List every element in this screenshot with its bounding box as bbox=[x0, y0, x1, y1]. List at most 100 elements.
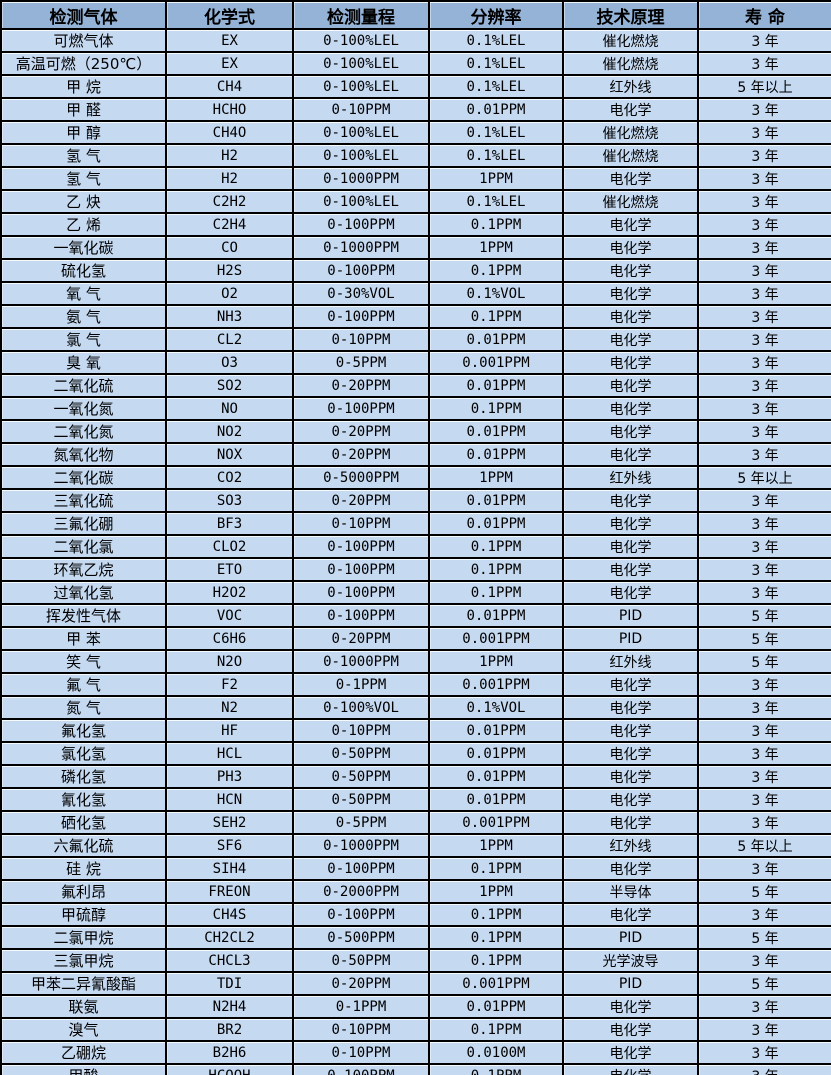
cell-lifespan: 3 年 bbox=[697, 166, 831, 191]
cell-range: 0-100%LEL bbox=[292, 51, 430, 76]
cell-gas-name: 硅 烷 bbox=[0, 856, 167, 881]
cell-gas-name: 六氟化硫 bbox=[0, 833, 167, 858]
cell-lifespan: 3 年 bbox=[697, 212, 831, 237]
cell-lifespan: 3 年 bbox=[697, 373, 831, 398]
cell-gas-name: 笑 气 bbox=[0, 649, 167, 674]
cell-principle: 电化学 bbox=[562, 856, 699, 881]
cell-formula: NO2 bbox=[165, 419, 294, 444]
cell-range: 0-1000PPM bbox=[292, 649, 430, 674]
cell-formula: SO2 bbox=[165, 373, 294, 398]
cell-formula: NH3 bbox=[165, 304, 294, 329]
table-header: 检测气体 化学式 检测量程 分辨率 技术原理寿 命 bbox=[0, 0, 831, 30]
cell-gas-name: 乙 烯 bbox=[0, 212, 167, 237]
cell-principle: 电化学 bbox=[562, 810, 699, 835]
table-row: 笑 气 N2O 0-1000PPM 1PPM 红外线 5 年 bbox=[0, 649, 831, 674]
table-row: 乙 烯 C2H4 0-100PPM 0.1PPM 电化学 3 年 bbox=[0, 212, 831, 237]
cell-resolution: 1PPM bbox=[428, 235, 564, 260]
cell-range: 0-20PPM bbox=[292, 442, 430, 467]
table-row: 氧 气 O2 0-30%VOL 0.1%VOL 电化学 3 年 bbox=[0, 281, 831, 306]
cell-formula: C6H6 bbox=[165, 626, 294, 651]
cell-resolution: 0.1PPM bbox=[428, 258, 564, 283]
table-row: 二氯甲烷 CH2CL2 0-500PPM 0.1PPM PID 5 年 bbox=[0, 925, 831, 950]
col-header-principle: 技术原理 bbox=[562, 0, 699, 30]
cell-lifespan: 3 年 bbox=[697, 764, 831, 789]
cell-lifespan: 3 年 bbox=[697, 143, 831, 168]
cell-range: 0-100%LEL bbox=[292, 74, 430, 99]
cell-lifespan: 3 年 bbox=[697, 235, 831, 260]
cell-formula: CH4 bbox=[165, 74, 294, 99]
cell-lifespan: 5 年 bbox=[697, 603, 831, 628]
cell-principle: 电化学 bbox=[562, 419, 699, 444]
cell-gas-name: 挥发性气体 bbox=[0, 603, 167, 628]
cell-lifespan: 3 年 bbox=[697, 695, 831, 720]
cell-range: 0-100PPM bbox=[292, 396, 430, 421]
cell-range: 0-100%LEL bbox=[292, 28, 430, 53]
cell-formula: NOX bbox=[165, 442, 294, 467]
cell-lifespan: 3 年 bbox=[697, 948, 831, 973]
cell-range: 0-50PPM bbox=[292, 948, 430, 973]
cell-resolution: 0.01PPM bbox=[428, 787, 564, 812]
cell-resolution: 0.1%LEL bbox=[428, 120, 564, 145]
cell-formula: H2 bbox=[165, 143, 294, 168]
cell-gas-name: 硫化氢 bbox=[0, 258, 167, 283]
cell-formula: CH2CL2 bbox=[165, 925, 294, 950]
cell-principle: 电化学 bbox=[562, 511, 699, 536]
cell-range: 0-1000PPM bbox=[292, 833, 430, 858]
cell-formula: HCHO bbox=[165, 97, 294, 122]
cell-lifespan: 5 年 bbox=[697, 925, 831, 950]
cell-principle: 电化学 bbox=[562, 235, 699, 260]
cell-range: 0-100PPM bbox=[292, 258, 430, 283]
cell-lifespan: 3 年 bbox=[697, 580, 831, 605]
cell-formula: SIH4 bbox=[165, 856, 294, 881]
cell-resolution: 0.01PPM bbox=[428, 327, 564, 352]
cell-formula: SO3 bbox=[165, 488, 294, 513]
cell-range: 0-50PPM bbox=[292, 764, 430, 789]
table-row: 甲苯二异氰酸酯 TDI 0-20PPM 0.001PPM PID 5 年 bbox=[0, 971, 831, 996]
cell-resolution: 0.1PPM bbox=[428, 902, 564, 927]
cell-gas-name: 三氧化硫 bbox=[0, 488, 167, 513]
cell-gas-name: 氟利昂 bbox=[0, 879, 167, 904]
cell-resolution: 0.01PPM bbox=[428, 764, 564, 789]
cell-gas-name: 氰化氢 bbox=[0, 787, 167, 812]
table-row: 三氧化硫 SO3 0-20PPM 0.01PPM 电化学 3 年 bbox=[0, 488, 831, 513]
cell-principle: 电化学 bbox=[562, 580, 699, 605]
cell-gas-name: 一氧化氮 bbox=[0, 396, 167, 421]
cell-principle: 电化学 bbox=[562, 350, 699, 375]
cell-resolution: 0.1PPM bbox=[428, 948, 564, 973]
cell-range: 0-100PPM bbox=[292, 902, 430, 927]
cell-resolution: 0.1PPM bbox=[428, 396, 564, 421]
table-row: 氨 气 NH3 0-100PPM 0.1PPM 电化学 3 年 bbox=[0, 304, 831, 329]
cell-range: 0-30%VOL bbox=[292, 281, 430, 306]
cell-formula: O3 bbox=[165, 350, 294, 375]
table-row: 可燃气体 EX 0-100%LEL 0.1%LEL 催化燃烧 3 年 bbox=[0, 28, 831, 53]
cell-range: 0-10PPM bbox=[292, 1017, 430, 1042]
cell-formula: SF6 bbox=[165, 833, 294, 858]
cell-gas-name: 氯 气 bbox=[0, 327, 167, 352]
cell-resolution: 0.01PPM bbox=[428, 718, 564, 743]
cell-lifespan: 3 年 bbox=[697, 787, 831, 812]
cell-lifespan: 3 年 bbox=[697, 304, 831, 329]
cell-resolution: 0.001PPM bbox=[428, 810, 564, 835]
cell-lifespan: 3 年 bbox=[697, 327, 831, 352]
cell-gas-name: 臭 氧 bbox=[0, 350, 167, 375]
col-header-gas: 检测气体 bbox=[0, 0, 167, 30]
cell-range: 0-10PPM bbox=[292, 1040, 430, 1065]
cell-gas-name: 硒化氢 bbox=[0, 810, 167, 835]
cell-lifespan: 5 年 bbox=[697, 971, 831, 996]
cell-principle: 电化学 bbox=[562, 741, 699, 766]
cell-lifespan: 3 年 bbox=[697, 488, 831, 513]
cell-principle: 电化学 bbox=[562, 442, 699, 467]
table-row: 氟 气 F2 0-1PPM 0.001PPM 电化学 3 年 bbox=[0, 672, 831, 697]
cell-resolution: 0.1%VOL bbox=[428, 695, 564, 720]
table-row: 过氧化氢 H2O2 0-100PPM 0.1PPM 电化学 3 年 bbox=[0, 580, 831, 605]
cell-range: 0-1PPM bbox=[292, 672, 430, 697]
cell-resolution: 0.1PPM bbox=[428, 212, 564, 237]
cell-range: 0-20PPM bbox=[292, 626, 430, 651]
table-row: 联氨 N2H4 0-1PPM 0.01PPM 电化学 3 年 bbox=[0, 994, 831, 1019]
cell-resolution: 0.001PPM bbox=[428, 672, 564, 697]
cell-principle: 电化学 bbox=[562, 902, 699, 927]
cell-gas-name: 过氧化氢 bbox=[0, 580, 167, 605]
cell-resolution: 0.01PPM bbox=[428, 97, 564, 122]
cell-resolution: 0.1PPM bbox=[428, 1063, 564, 1075]
